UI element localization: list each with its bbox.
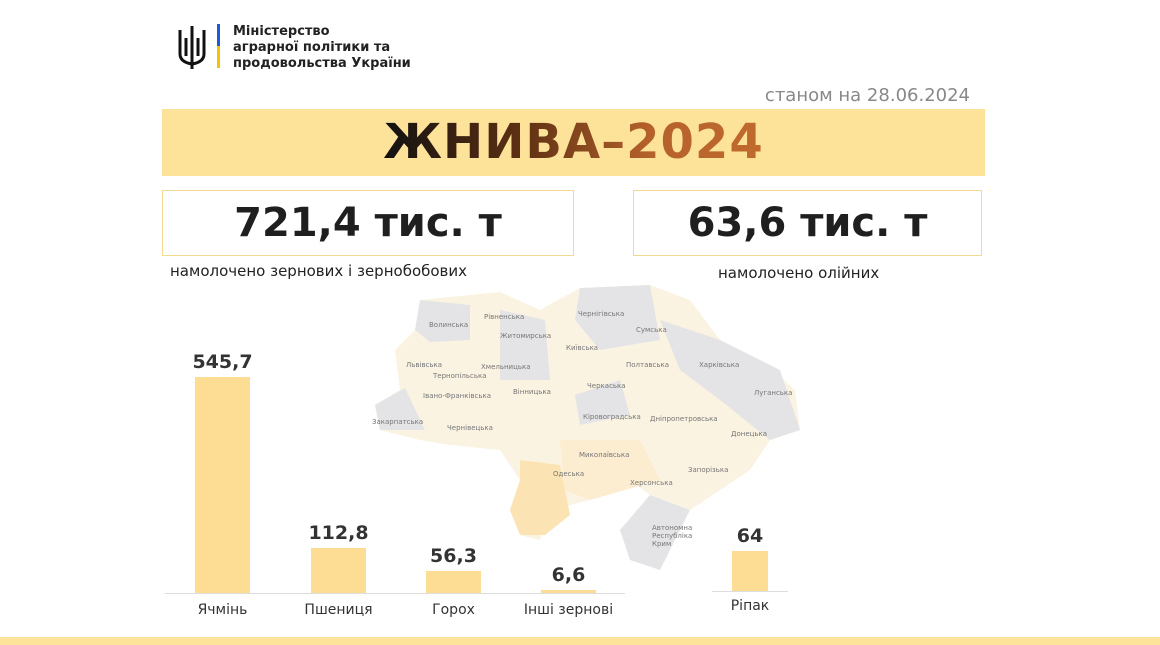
map-region-label: Чернігівська — [578, 310, 625, 318]
map-region-label: Кіровоградська — [583, 413, 641, 421]
title-banner: ЖНИВА–2024 — [162, 109, 985, 176]
flag-divider — [217, 24, 220, 68]
date-label: станом на 28.06.2024 — [764, 85, 970, 106]
map-region-label: Хмельницька — [481, 363, 531, 371]
map-region-label: Івано-Франківська — [423, 392, 491, 400]
bar-category-label: Горох — [432, 602, 475, 618]
bar — [732, 551, 768, 591]
map-region-label: Волинська — [429, 321, 469, 329]
ministry-line: Міністерство — [233, 24, 330, 39]
oilseed-total: 63,6 тис. т — [633, 190, 982, 256]
map-region-label: Чернівецька — [447, 424, 493, 432]
bar-value-label: 56,3 — [430, 544, 477, 567]
ministry-line: аграрної політики та — [233, 40, 391, 55]
grain-chart-axis — [165, 593, 625, 594]
bar-value-label: 545,7 — [192, 350, 253, 373]
bar — [311, 548, 366, 593]
bar-category-label: Пшениця — [304, 602, 373, 618]
trident-emblem-icon — [178, 26, 206, 69]
oilseed-caption: намолочено олійних — [718, 264, 880, 282]
bar-category-label: Ріпак — [730, 598, 770, 614]
bar — [426, 570, 481, 593]
map-region-label: Харківська — [699, 361, 740, 369]
ministry-name: Міністерство аграрної політики та продов… — [233, 24, 411, 72]
map-region-label: Закарпатська — [372, 418, 424, 426]
map-region-label: Дніпропетровська — [650, 415, 718, 423]
bar-category-label: Ячмінь — [197, 602, 248, 618]
map-region-label: Полтавська — [626, 361, 670, 369]
footer-bar — [0, 637, 1160, 645]
map-region-label: Житомирська — [500, 332, 552, 340]
grain-total: 721,4 тис. т — [162, 190, 574, 256]
bar-value-label: 112,8 — [308, 522, 369, 545]
map-region-label: Автономна Республіка Крим — [652, 524, 693, 548]
bar-value-label: 64 — [736, 525, 764, 547]
bar — [541, 590, 596, 593]
ukraine-map — [375, 285, 800, 570]
map-region-label: Черкаська — [587, 382, 626, 390]
map-region-label: Миколаївська — [579, 451, 630, 459]
map-region-label: Вінницька — [513, 388, 551, 396]
map-region-label: Київська — [566, 344, 599, 352]
map-region-label: Одеська — [553, 470, 585, 478]
page-title: ЖНИВА–2024 — [383, 114, 764, 170]
oilseed-chart-axis — [712, 591, 788, 592]
map-region-label: Херсонська — [630, 479, 673, 487]
bar-category-label: Інші зернові — [523, 602, 614, 618]
map-region-label: Рівненська — [484, 313, 525, 321]
map-region-label: Сумська — [636, 326, 667, 334]
map-region-label: Львівська — [406, 361, 443, 369]
map-region-label: Тернопільська — [433, 372, 487, 380]
bar-value-label: 6,6 — [551, 564, 586, 587]
bar — [195, 376, 250, 593]
ministry-line: продовольства України — [233, 56, 411, 71]
grain-caption: намолочено зернових і зернобобових — [170, 262, 468, 280]
map-region-label: Донецька — [731, 430, 768, 438]
map-region-label: Запорізька — [688, 466, 729, 474]
map-region-label: Луганська — [754, 389, 793, 397]
